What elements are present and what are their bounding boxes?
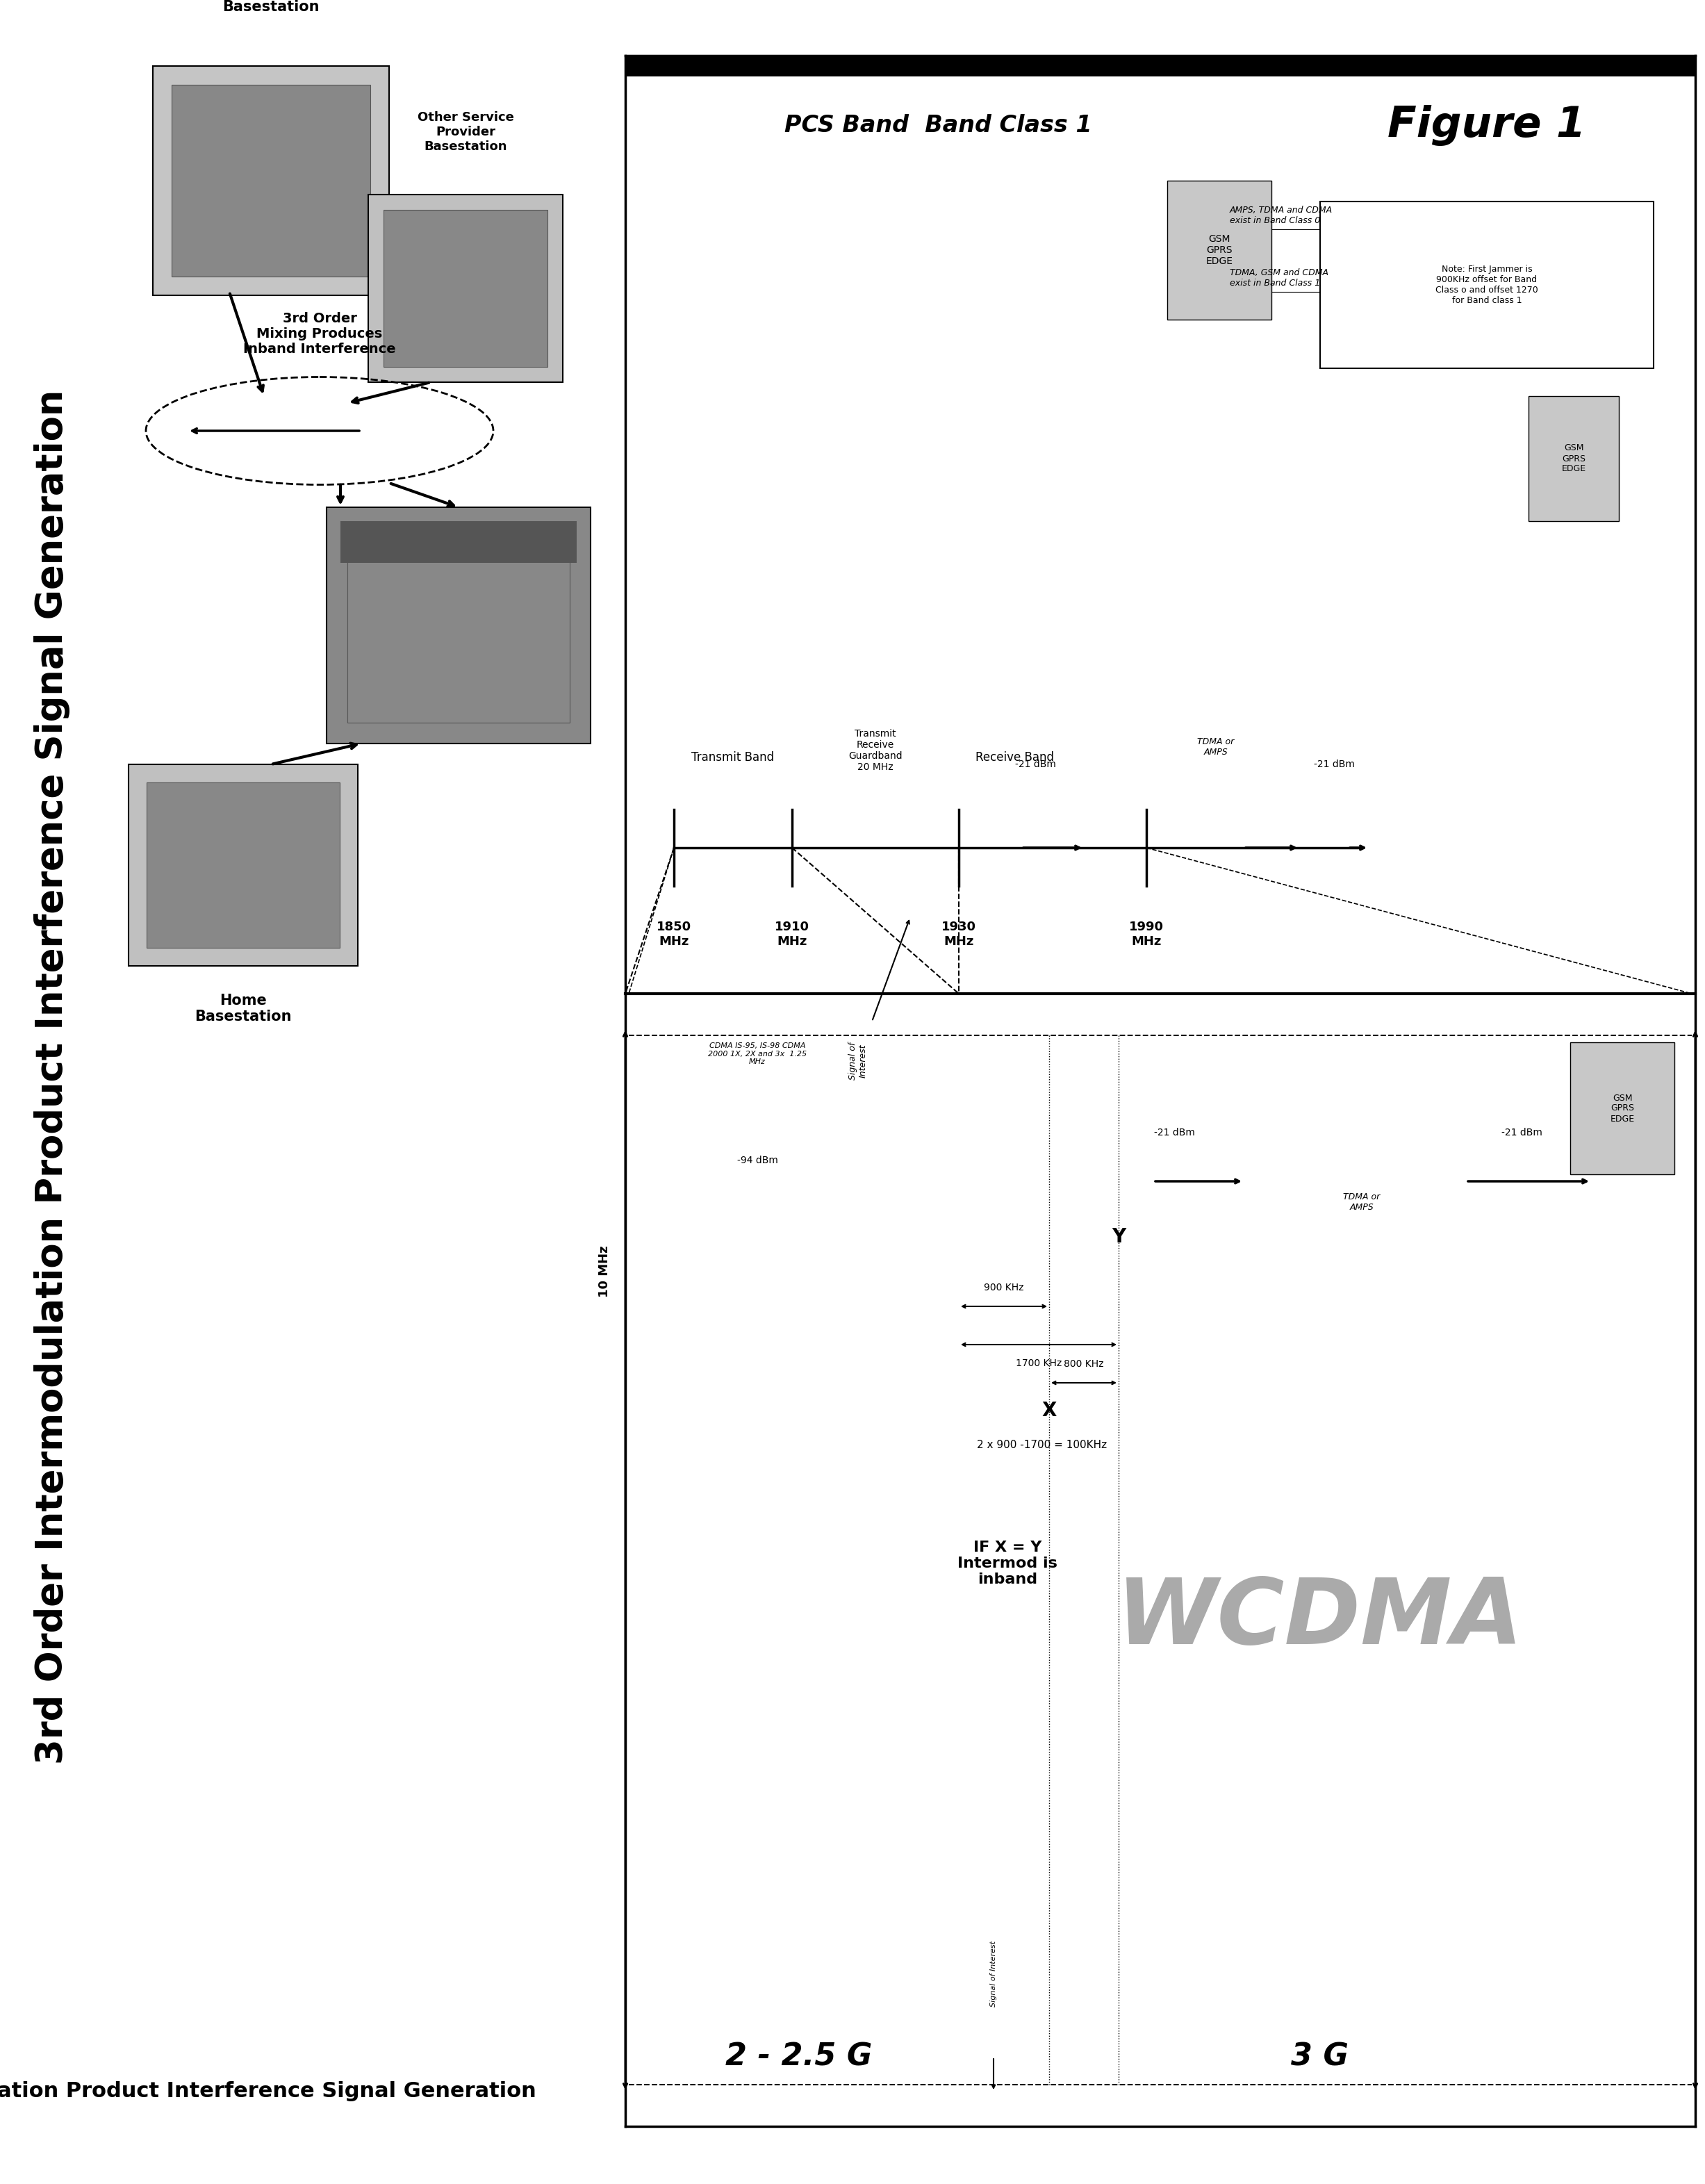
Text: -94 dBm: -94 dBm: [737, 1155, 777, 1166]
Text: X: X: [1042, 1400, 1057, 1420]
Bar: [147, 782, 339, 948]
Text: 3rd Order Intermodulation Product Interference Signal Generation: 3rd Order Intermodulation Product Interf…: [0, 2081, 535, 2101]
Text: Home
Basestation: Home Basestation: [194, 994, 292, 1024]
Bar: [172, 85, 370, 277]
Text: Transmit
Receive
Guardband
20 MHz: Transmit Receive Guardband 20 MHz: [849, 729, 902, 773]
Text: Transmit Band: Transmit Band: [692, 751, 774, 764]
Bar: [1320, 201, 1654, 369]
Text: Figure 1: Figure 1: [1388, 105, 1586, 146]
Text: IF X = Y
Intermod is
inband: IF X = Y Intermod is inband: [958, 1540, 1057, 1586]
Bar: [327, 507, 590, 743]
Text: 3rd Order Intermodulation Product Interference Signal Generation: 3rd Order Intermodulation Product Interf…: [34, 389, 70, 1765]
Text: 10 MHz: 10 MHz: [598, 1245, 610, 1297]
Bar: [1320, 55, 1654, 194]
Bar: [128, 764, 358, 965]
Text: -21 dBm: -21 dBm: [1500, 1127, 1541, 1138]
Bar: [1168, 181, 1272, 319]
Text: 1990
MHz: 1990 MHz: [1129, 922, 1165, 948]
Text: GSM
GPRS
EDGE: GSM GPRS EDGE: [1205, 234, 1233, 266]
Text: -21 dBm: -21 dBm: [1313, 760, 1354, 769]
Text: CDMA IS-95, IS-98 CDMA
2000 1X, 2X and 3x  1.25
MHz: CDMA IS-95, IS-98 CDMA 2000 1X, 2X and 3…: [708, 1042, 806, 1066]
Text: WCDMA: WCDMA: [1117, 1575, 1524, 1664]
Text: PCS Band  Band Class 1: PCS Band Band Class 1: [784, 114, 1091, 138]
Text: TDMA or
AMPS: TDMA or AMPS: [1344, 1192, 1381, 1212]
Text: Other Service
Provider
Basestation: Other Service Provider Basestation: [418, 111, 513, 153]
Text: 2 x 900 -1700 = 100KHz: 2 x 900 -1700 = 100KHz: [977, 1439, 1107, 1450]
Text: Note: First Jammer is
900KHz offset for Band
Class o and offset 1270
for Band cl: Note: First Jammer is 900KHz offset for …: [1436, 264, 1538, 306]
Text: GSM
GPRS
EDGE: GSM GPRS EDGE: [1562, 443, 1586, 474]
Text: 1700 KHz: 1700 KHz: [1016, 1358, 1062, 1367]
Text: Other Service
Provider
Basestation: Other Service Provider Basestation: [215, 0, 327, 13]
Text: Y: Y: [1112, 1227, 1125, 1247]
Text: 2 - 2.5 G: 2 - 2.5 G: [726, 2042, 873, 2073]
Text: AMPS, TDMA and CDMA
exist in Band Class 0: AMPS, TDMA and CDMA exist in Band Class …: [1229, 205, 1333, 225]
Text: -21 dBm: -21 dBm: [1014, 760, 1055, 769]
Text: 800 KHz: 800 KHz: [1064, 1358, 1103, 1369]
Text: 3rd Order
Mixing Produces
Inband Interference: 3rd Order Mixing Produces Inband Interfe…: [244, 312, 396, 356]
Bar: [384, 210, 547, 367]
Text: TDMA, GSM and CDMA
exist in Band Class 1: TDMA, GSM and CDMA exist in Band Class 1: [1229, 269, 1328, 288]
Text: 1930
MHz: 1930 MHz: [941, 922, 977, 948]
Text: TDMA or
AMPS: TDMA or AMPS: [1197, 738, 1234, 756]
Bar: [348, 529, 569, 723]
Text: Signal of Interest: Signal of Interest: [991, 1939, 997, 2007]
Bar: [153, 66, 389, 295]
Bar: [1528, 395, 1618, 522]
Text: Receive Band: Receive Band: [975, 751, 1054, 764]
Bar: [1570, 1042, 1674, 1175]
Text: 900 KHz: 900 KHz: [984, 1282, 1025, 1293]
Bar: [368, 194, 563, 382]
Text: 3 G: 3 G: [1291, 2042, 1349, 2073]
Bar: [341, 522, 576, 563]
Text: 1910
MHz: 1910 MHz: [774, 922, 810, 948]
Text: -21 dBm: -21 dBm: [1154, 1127, 1195, 1138]
Text: Signal of
Interest: Signal of Interest: [849, 1042, 868, 1081]
Text: GSM
GPRS
EDGE: GSM GPRS EDGE: [1610, 1094, 1635, 1123]
Bar: [626, 55, 1695, 76]
Text: 1850
MHz: 1850 MHz: [656, 922, 691, 948]
